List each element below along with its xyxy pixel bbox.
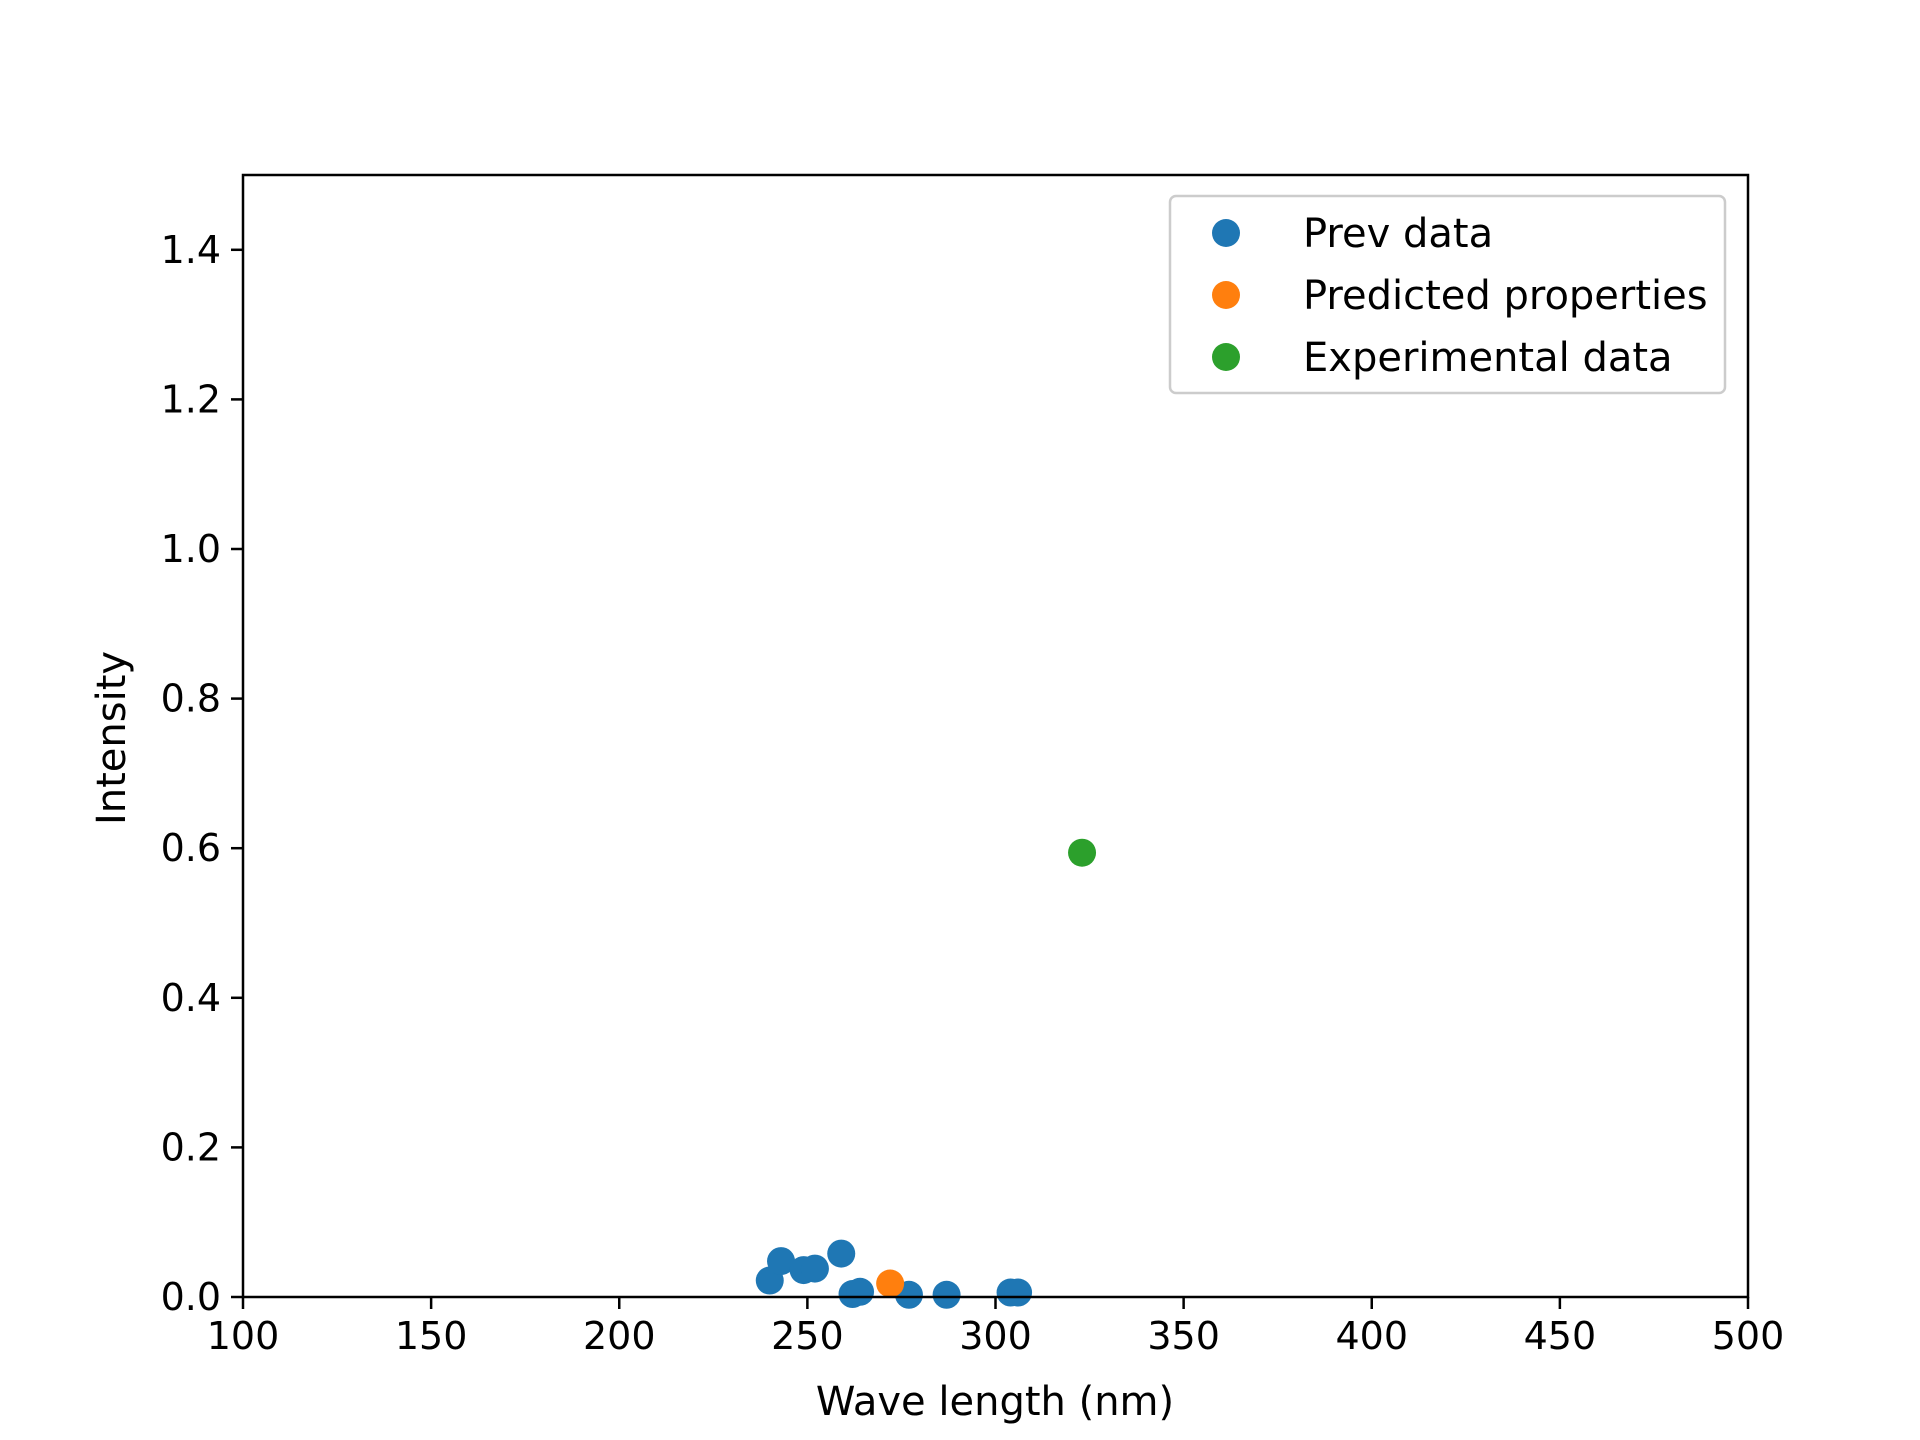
x-axis-label: Wave length (nm)	[816, 1379, 1174, 1425]
legend-label: Experimental data	[1303, 335, 1673, 381]
y-tick-label: 1.4	[161, 228, 221, 272]
y-axis: 0.0 0.2 0.4 0.6 0.8 1.0 1.2 1.4	[161, 228, 243, 1319]
legend-marker	[1212, 343, 1240, 371]
y-tick-label: 0.8	[161, 677, 221, 721]
y-tick-label: 1.2	[161, 377, 221, 421]
y-tick-label: 0.4	[161, 976, 221, 1020]
data-point	[932, 1280, 961, 1309]
x-tick-label: 500	[1712, 1314, 1785, 1358]
x-axis: 100 150 200 250 300 350 400 450 500	[207, 1297, 1785, 1358]
legend-label: Prev data	[1303, 211, 1493, 257]
x-tick-label: 350	[1147, 1314, 1220, 1358]
data-point	[1004, 1278, 1033, 1307]
legend-marker	[1212, 219, 1240, 247]
x-tick-label: 450	[1524, 1314, 1597, 1358]
x-tick-label: 300	[959, 1314, 1032, 1358]
data-point	[767, 1247, 796, 1276]
x-tick-label: 200	[583, 1314, 656, 1358]
data-point	[876, 1269, 905, 1298]
y-tick-label: 1.0	[161, 527, 221, 571]
x-tick-label: 150	[395, 1314, 468, 1358]
x-tick-label: 100	[207, 1314, 280, 1358]
y-axis-label: Intensity	[89, 651, 135, 825]
y-tick-label: 0.6	[161, 826, 221, 870]
data-point	[846, 1277, 875, 1306]
legend-marker	[1212, 281, 1240, 309]
legend-label: Predicted properties	[1303, 273, 1708, 319]
x-tick-label: 400	[1335, 1314, 1408, 1358]
y-tick-label: 0.2	[161, 1125, 221, 1169]
data-point	[827, 1239, 856, 1268]
data-point	[1068, 838, 1097, 867]
data-points	[755, 838, 1097, 1309]
legend-entries: Prev data Predicted properties Experimenta…	[1212, 211, 1708, 381]
legend-box	[1168, 194, 1727, 395]
data-point	[800, 1254, 829, 1283]
x-tick-label: 250	[771, 1314, 844, 1358]
legend: Prev data Predicted properties Experimenta…	[1168, 194, 1727, 395]
y-tick-label: 0.0	[161, 1275, 221, 1319]
